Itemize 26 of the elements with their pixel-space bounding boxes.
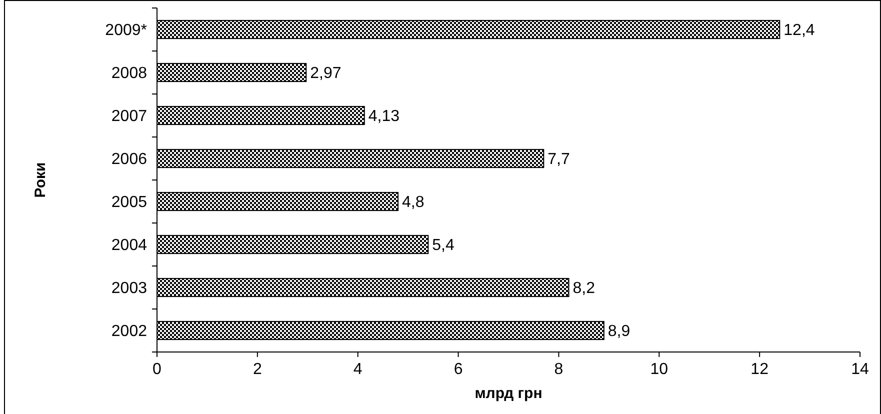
y-tick-label: 2006 xyxy=(111,151,148,168)
data-label: 8,2 xyxy=(572,280,596,298)
y-tick-label: 2007 xyxy=(111,108,148,126)
y-tick-label: 2003 xyxy=(111,280,148,298)
x-tick-label: 0 xyxy=(152,361,162,378)
x-tick-label: 8 xyxy=(554,361,564,378)
x-tick-label: 6 xyxy=(454,361,463,378)
data-label: 5,4 xyxy=(432,237,454,254)
x-tick-label: 10 xyxy=(650,361,668,378)
data-label: 4,8 xyxy=(402,194,424,212)
y-tick-label: 2004 xyxy=(111,237,148,254)
x-tick-label: 14 xyxy=(851,361,869,378)
data-label: 4,13 xyxy=(368,108,400,126)
y-tick-label: 2005 xyxy=(111,194,148,212)
data-label: 7,7 xyxy=(548,151,570,168)
data-label: 12,4 xyxy=(784,22,815,40)
y-tick-label: 2009* xyxy=(105,22,147,40)
x-axis-title: млрд грн xyxy=(474,385,542,402)
y-axis-title: Роки xyxy=(32,162,49,198)
y-tick-label: 2008 xyxy=(111,65,148,82)
y-tick-label: 2002 xyxy=(111,323,148,340)
data-label: 8,9 xyxy=(608,323,630,340)
x-tick-label: 12 xyxy=(750,361,769,378)
x-tick-label: 4 xyxy=(353,361,362,378)
x-tick-label: 2 xyxy=(252,361,262,378)
data-label: 2,97 xyxy=(310,65,342,82)
